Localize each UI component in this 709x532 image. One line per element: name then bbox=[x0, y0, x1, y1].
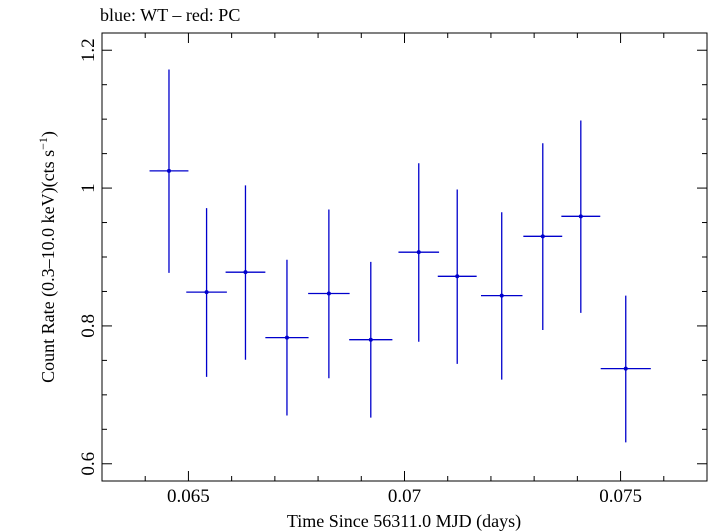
data-point bbox=[308, 209, 350, 379]
y-tick-label: 1 bbox=[78, 183, 99, 193]
data-marker bbox=[166, 168, 171, 173]
y-tick-label: 0.6 bbox=[78, 452, 99, 476]
data-marker bbox=[368, 337, 373, 342]
x-axis-title: Time Since 56311.0 MJD (days) bbox=[287, 511, 521, 532]
data-marker bbox=[284, 335, 289, 340]
data-point bbox=[186, 208, 227, 377]
y-axis-title-main: Count Rate (0.3–10.0 keV)(cts s bbox=[38, 150, 59, 383]
data-point bbox=[149, 69, 189, 273]
x-tick-label: 0.075 bbox=[599, 486, 642, 507]
data-marker bbox=[578, 214, 583, 219]
chart-title: blue: WT – red: PC bbox=[100, 5, 240, 25]
data-point bbox=[600, 295, 651, 443]
data-series bbox=[149, 69, 651, 443]
x-tick-label: 0.065 bbox=[167, 486, 210, 507]
y-tick-label: 1.2 bbox=[78, 38, 99, 62]
y-axis-title: Count Rate (0.3–10.0 keV)(cts s−1) bbox=[36, 131, 59, 383]
data-point bbox=[225, 185, 266, 360]
data-marker bbox=[416, 250, 421, 255]
y-axis: 0.6 0.8 1 1.2 bbox=[78, 38, 707, 476]
data-marker bbox=[499, 293, 504, 298]
y-axis-title-superscript: −1 bbox=[36, 137, 50, 150]
data-marker bbox=[540, 234, 545, 239]
data-marker bbox=[455, 274, 460, 279]
data-point bbox=[561, 120, 601, 313]
data-point bbox=[398, 163, 440, 342]
y-axis-title-close: ) bbox=[38, 131, 59, 137]
x-axis: 0.065 0.07 0.075 bbox=[144, 33, 665, 507]
data-marker bbox=[243, 270, 248, 275]
y-tick-label: 0.8 bbox=[78, 314, 99, 338]
plot-frame bbox=[101, 32, 708, 482]
data-marker bbox=[623, 366, 628, 371]
data-marker bbox=[204, 290, 209, 295]
data-point bbox=[437, 189, 477, 364]
data-marker bbox=[326, 291, 331, 296]
data-point bbox=[480, 212, 523, 380]
x-tick-label: 0.07 bbox=[388, 486, 421, 507]
data-point bbox=[349, 261, 393, 418]
data-point bbox=[523, 143, 563, 331]
data-point bbox=[265, 259, 309, 416]
